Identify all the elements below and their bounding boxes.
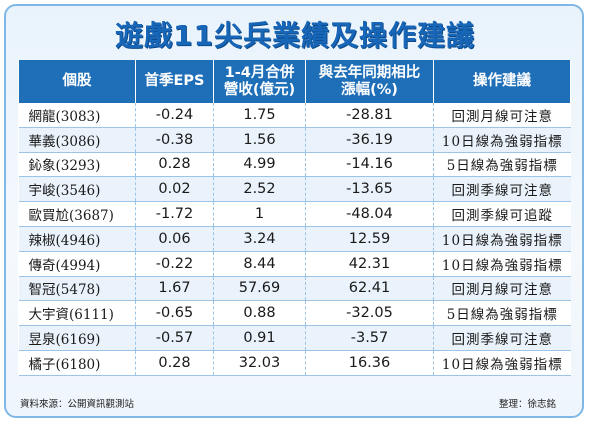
cell-advice: 回測季線可追蹤	[433, 201, 571, 227]
cell-revenue: 1.75	[213, 103, 306, 128]
cell-yoy: -14.16	[305, 152, 434, 178]
cell-eps: 0.28	[135, 350, 214, 376]
table-header-row: 個股 首季EPS 1-4月合併 營收(億元) 與去年同期相比 漲幅(%) 操作建…	[18, 60, 571, 103]
header-stock: 個股	[18, 60, 136, 103]
table-row: 華義(3086) -0.38 1.56 -36.19 10日線為強弱指標	[18, 127, 571, 153]
compiler-note: 整理：徐志銘	[498, 399, 556, 410]
cell-stock: 大宇資(6111)	[18, 300, 136, 327]
cell-advice: 10日線為強弱指標	[433, 127, 571, 153]
cell-revenue: 1.56	[213, 127, 306, 153]
cell-yoy: 62.41	[305, 276, 434, 302]
cell-stock: 華義(3086)	[18, 127, 136, 153]
cell-revenue: 57.69	[213, 276, 306, 302]
table-body: 網龍(3083) -0.24 1.75 -28.81 回測月線可注意 華義(3086) -0…	[18, 103, 571, 376]
cell-yoy: 42.31	[305, 251, 434, 277]
cell-yoy: -32.05	[305, 300, 434, 327]
header-yoy-line2: 漲幅(%)	[341, 81, 398, 98]
cell-yoy: -36.19	[305, 127, 434, 153]
cell-revenue: 0.88	[213, 300, 306, 327]
cell-eps: 1.67	[135, 276, 214, 302]
cell-advice: 10日線為強弱指標	[433, 350, 571, 376]
cell-eps: -0.38	[135, 127, 214, 153]
table-row: 宇峻(3546) 0.02 2.52 -13.65 回測季線可注意	[18, 176, 571, 203]
cell-stock: 辣椒(4946)	[18, 226, 136, 252]
cell-advice: 回測季線可注意	[433, 325, 571, 351]
cell-eps: -0.24	[135, 103, 214, 128]
cell-stock: 歐買尬(3687)	[18, 201, 136, 227]
cell-revenue: 1	[213, 201, 306, 227]
cell-stock: 宇峻(3546)	[18, 176, 136, 203]
cell-eps: -0.65	[135, 300, 214, 327]
cell-yoy: -28.81	[305, 103, 434, 128]
source-note: 資料來源：公開資訊觀測站	[20, 399, 135, 410]
table-row: 歐買尬(3687) -1.72 1 -48.04 回測季線可追蹤	[18, 201, 571, 227]
cell-revenue: 3.24	[213, 226, 306, 252]
cell-revenue: 0.91	[213, 325, 306, 351]
header-eps: 首季EPS	[135, 60, 214, 103]
header-revenue: 1-4月合併 營收(億元)	[213, 60, 306, 103]
cell-eps: 0.06	[135, 226, 214, 252]
cell-revenue: 2.52	[213, 176, 306, 203]
cell-revenue: 4.99	[213, 152, 306, 178]
cell-stock: 智冠(5478)	[18, 276, 136, 302]
table-row: 智冠(5478) 1.67 57.69 62.41 回測月線可注意	[18, 276, 571, 302]
table-row: 辣椒(4946) 0.06 3.24 12.59 10日線為強弱指標	[18, 226, 571, 252]
header-revenue-line1: 1-4月合併	[224, 64, 295, 81]
cell-yoy: -13.65	[305, 176, 434, 203]
cell-advice: 回測季線可注意	[433, 176, 571, 203]
cell-advice: 5日線為強弱指標	[433, 300, 571, 327]
cell-stock: 網龍(3083)	[18, 103, 136, 128]
cell-stock: 傳奇(4994)	[18, 251, 136, 277]
table-row: 大宇資(6111) -0.65 0.88 -32.05 5日線為強弱指標	[18, 300, 571, 327]
cell-yoy: 16.36	[305, 350, 434, 376]
cell-eps: -0.22	[135, 251, 214, 277]
cell-yoy: -3.57	[305, 325, 434, 351]
cell-revenue: 8.44	[213, 251, 306, 277]
cell-yoy: 12.59	[305, 226, 434, 252]
table-row: 網龍(3083) -0.24 1.75 -28.81 回測月線可注意	[18, 103, 571, 128]
header-advice: 操作建議	[433, 60, 571, 103]
table-row: 傳奇(4994) -0.22 8.44 42.31 10日線為強弱指標	[18, 251, 571, 277]
cell-eps: -1.72	[135, 201, 214, 227]
header-yoy: 與去年同期相比 漲幅(%)	[305, 60, 434, 103]
cell-advice: 回測月線可注意	[433, 103, 571, 128]
cell-yoy: -48.04	[305, 201, 434, 227]
cell-eps: -0.57	[135, 325, 214, 351]
header-yoy-line1: 與去年同期相比	[318, 64, 421, 81]
cell-advice: 10日線為強弱指標	[433, 251, 571, 277]
performance-table: 個股 首季EPS 1-4月合併 營收(億元) 與去年同期相比 漲幅(%) 操作建…	[18, 60, 571, 376]
table-row: 鈊象(3293) 0.28 4.99 -14.16 5日線為強弱指標	[18, 152, 571, 178]
cell-advice: 10日線為強弱指標	[433, 226, 571, 252]
cell-advice: 5日線為強弱指標	[433, 152, 571, 178]
cell-stock: 橘子(6180)	[18, 350, 136, 376]
cell-revenue: 32.03	[213, 350, 306, 376]
table-row: 昱泉(6169) -0.57 0.91 -3.57 回測季線可注意	[18, 325, 571, 351]
page-title: 遊戲11尖兵業績及操作建議	[115, 19, 475, 52]
cell-eps: 0.02	[135, 176, 214, 203]
cell-advice: 回測月線可注意	[433, 276, 571, 302]
cell-stock: 昱泉(6169)	[18, 325, 136, 351]
table-row: 橘子(6180) 0.28 32.03 16.36 10日線為強弱指標	[18, 350, 571, 376]
header-revenue-line2: 營收(億元)	[223, 81, 296, 98]
cell-stock: 鈊象(3293)	[18, 152, 136, 178]
cell-eps: 0.28	[135, 152, 214, 178]
